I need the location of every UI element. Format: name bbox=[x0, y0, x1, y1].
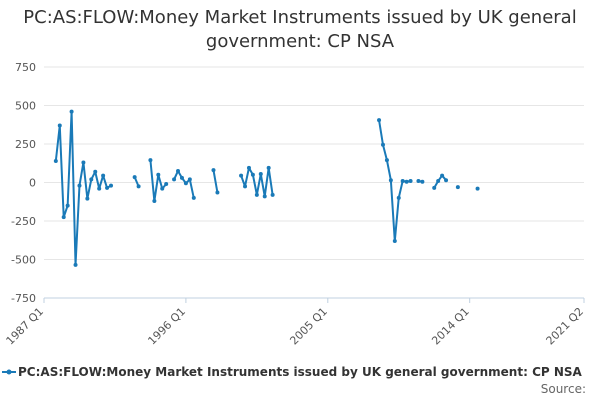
data-point[interactable] bbox=[420, 179, 425, 184]
data-point[interactable] bbox=[101, 173, 106, 178]
data-point[interactable] bbox=[61, 215, 66, 220]
data-point[interactable] bbox=[408, 178, 413, 183]
series-line bbox=[212, 170, 219, 193]
legend[interactable]: PC:AS:FLOW:Money Market Instruments issu… bbox=[0, 364, 600, 382]
series-line bbox=[149, 160, 167, 202]
data-point[interactable] bbox=[65, 203, 70, 208]
data-point[interactable] bbox=[215, 190, 220, 195]
y-tick-label: -250 bbox=[11, 215, 36, 228]
data-point[interactable] bbox=[85, 196, 90, 201]
series-line bbox=[173, 169, 195, 199]
x-tick-label: 2021 Q2 bbox=[544, 305, 587, 348]
data-point[interactable] bbox=[254, 192, 259, 197]
data-point[interactable] bbox=[416, 178, 421, 183]
data-point[interactable] bbox=[396, 195, 401, 200]
data-point[interactable] bbox=[89, 177, 94, 182]
data-point[interactable] bbox=[183, 181, 188, 186]
x-tick-label: 2005 Q1 bbox=[287, 305, 330, 348]
x-tick-label: 1987 Q1 bbox=[4, 305, 47, 348]
data-point[interactable] bbox=[246, 165, 251, 170]
legend-swatch-marker bbox=[6, 369, 12, 375]
y-tick-label: 750 bbox=[15, 61, 36, 74]
data-point[interactable] bbox=[392, 239, 397, 244]
data-point[interactable] bbox=[266, 165, 271, 170]
data-point[interactable] bbox=[69, 109, 74, 114]
legend-label: PC:AS:FLOW:Money Market Instruments issu… bbox=[18, 365, 582, 379]
y-tick-label: 250 bbox=[15, 138, 36, 151]
data-point[interactable] bbox=[444, 178, 449, 183]
data-point[interactable] bbox=[377, 118, 382, 123]
data-point[interactable] bbox=[243, 184, 248, 189]
x-tick-label: 2014 Q1 bbox=[429, 305, 472, 348]
data-point[interactable] bbox=[176, 168, 181, 173]
data-point[interactable] bbox=[160, 186, 165, 191]
data-point[interactable] bbox=[380, 142, 385, 147]
data-point[interactable] bbox=[187, 177, 192, 182]
data-point[interactable] bbox=[400, 178, 405, 183]
data-point[interactable] bbox=[239, 173, 244, 178]
series-line bbox=[54, 110, 112, 266]
series-layer bbox=[53, 109, 480, 267]
y-tick-label: -750 bbox=[11, 292, 36, 305]
data-point[interactable] bbox=[81, 160, 86, 165]
data-point[interactable] bbox=[404, 179, 409, 184]
data-point[interactable] bbox=[455, 185, 460, 190]
data-point[interactable] bbox=[440, 173, 445, 178]
x-tick-label: 1996 Q1 bbox=[145, 305, 188, 348]
data-point[interactable] bbox=[270, 192, 275, 197]
data-point[interactable] bbox=[384, 158, 389, 163]
data-point[interactable] bbox=[105, 185, 110, 190]
chart-title: PC:AS:FLOW:Money Market Instruments issu… bbox=[23, 7, 577, 52]
data-point[interactable] bbox=[262, 194, 267, 199]
data-point[interactable] bbox=[132, 175, 137, 180]
data-point[interactable] bbox=[53, 158, 58, 163]
data-point[interactable] bbox=[436, 178, 441, 183]
data-point[interactable] bbox=[109, 183, 114, 188]
source-label: Source: bbox=[540, 382, 586, 396]
data-point[interactable] bbox=[191, 195, 196, 200]
data-point[interactable] bbox=[211, 168, 216, 173]
data-point[interactable] bbox=[77, 183, 82, 188]
legend-swatch bbox=[2, 369, 16, 375]
data-point[interactable] bbox=[388, 178, 393, 183]
data-point[interactable] bbox=[432, 185, 437, 190]
data-point[interactable] bbox=[156, 172, 161, 177]
y-tick-label: -500 bbox=[11, 254, 36, 267]
series-line bbox=[433, 174, 447, 189]
data-point[interactable] bbox=[57, 123, 62, 128]
data-point[interactable] bbox=[93, 169, 98, 174]
data-point[interactable] bbox=[475, 186, 480, 191]
data-point[interactable] bbox=[172, 177, 177, 182]
data-point[interactable] bbox=[97, 186, 102, 191]
data-point[interactable] bbox=[164, 182, 169, 187]
y-tick-label: 0 bbox=[29, 177, 36, 190]
data-point[interactable] bbox=[136, 184, 141, 189]
data-point[interactable] bbox=[73, 262, 78, 267]
data-point[interactable] bbox=[152, 198, 157, 203]
y-tick-label: 500 bbox=[15, 100, 36, 113]
data-point[interactable] bbox=[258, 172, 263, 177]
data-point[interactable] bbox=[179, 175, 184, 180]
gridlines bbox=[44, 66, 584, 299]
data-point[interactable] bbox=[148, 158, 153, 163]
data-point[interactable] bbox=[250, 172, 255, 177]
